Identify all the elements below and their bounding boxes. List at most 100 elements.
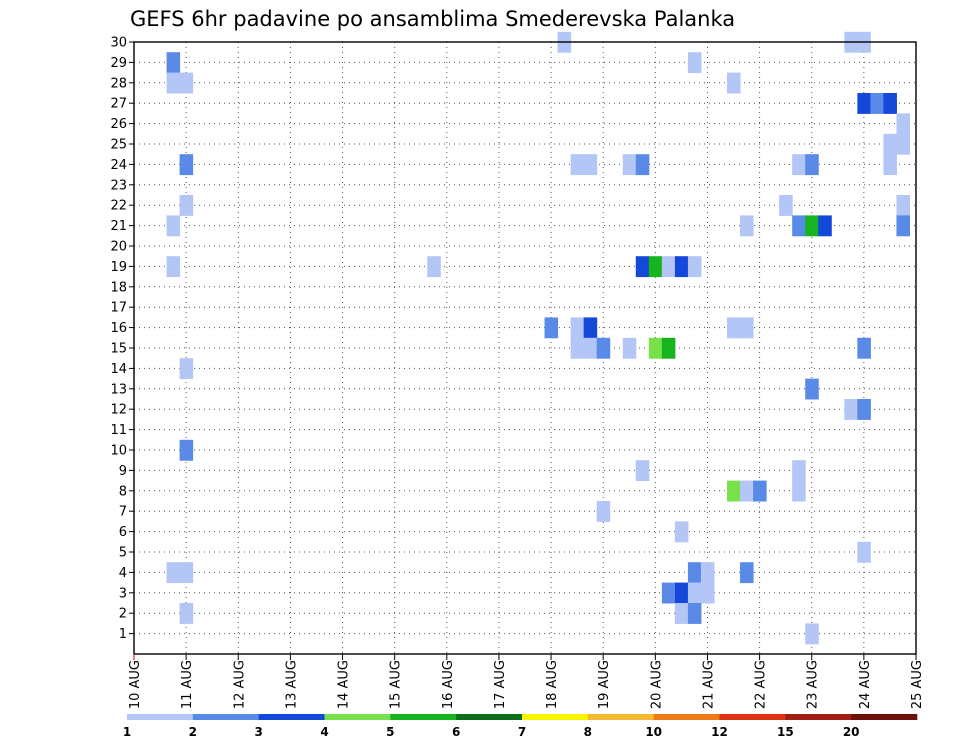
colorbar-label: 1 xyxy=(123,725,131,739)
y-tick-label: 23 xyxy=(110,178,127,193)
x-tick-label: 24 AUG xyxy=(858,660,873,709)
precipitation-cell xyxy=(166,215,181,237)
y-tick-label: 5 xyxy=(119,546,127,561)
y-tick-label: 12 xyxy=(110,403,127,418)
precipitation-cell xyxy=(166,256,181,278)
precipitation-cell xyxy=(700,582,715,604)
colorbar-label: 12 xyxy=(711,725,728,739)
precipitation-cell xyxy=(179,562,194,584)
colorbar-label: 2 xyxy=(189,725,197,739)
colorbar-swatch xyxy=(719,714,786,720)
colorbar-swatch xyxy=(258,714,325,720)
colorbar-swatch xyxy=(653,714,720,720)
precipitation-cell xyxy=(674,582,689,604)
y-tick-label: 1 xyxy=(119,627,127,642)
y-tick-label: 22 xyxy=(110,199,127,214)
x-tick-label: 21 AUG xyxy=(701,660,716,709)
precipitation-cell xyxy=(570,337,585,359)
colorbar-label: 5 xyxy=(386,725,394,739)
precipitation-cell xyxy=(179,195,194,216)
precipitation-cell xyxy=(857,399,871,420)
precipitation-cell xyxy=(596,501,611,522)
precipitation-cell xyxy=(727,72,741,94)
x-tick-label: 19 AUG xyxy=(597,660,612,709)
precipitation-cell xyxy=(661,256,676,278)
precipitation-cell xyxy=(805,378,819,400)
precipitation-cell xyxy=(687,562,702,584)
colorbar-swatch xyxy=(587,714,654,720)
precipitation-cell xyxy=(792,215,806,237)
precipitation-cell xyxy=(870,93,884,114)
x-tick-label: 25 AUG xyxy=(910,660,925,709)
x-axis-ticks: 10 AUG 11 AUG 12 AUG 13 AUG 14 AUG 15 AUG 16 A… xyxy=(128,654,925,709)
y-tick-label: 7 xyxy=(119,505,127,520)
precipitation-cell xyxy=(674,603,689,624)
precipitation-cell xyxy=(687,256,702,278)
precipitation-cell xyxy=(896,195,910,216)
precipitation-cell xyxy=(674,521,689,543)
precipitation-cell xyxy=(740,215,754,237)
y-tick-label: 29 xyxy=(110,56,127,71)
precipitation-cell xyxy=(570,317,585,339)
precipitation-cell xyxy=(753,480,767,502)
precipitation-cell xyxy=(179,154,194,176)
precipitation-cell xyxy=(700,562,715,584)
y-tick-label: 8 xyxy=(119,484,127,499)
x-tick-label: 20 AUG xyxy=(649,660,664,709)
y-tick-label: 26 xyxy=(110,117,127,132)
x-tick-label: 13 AUG xyxy=(284,660,299,709)
x-tick-label: 23 AUG xyxy=(806,660,821,709)
precipitation-cell xyxy=(166,52,181,74)
colorbar-label: 3 xyxy=(254,725,262,739)
precipitation-cell xyxy=(896,133,910,155)
colorbar-swatch xyxy=(127,714,194,720)
colorbar-label: 20 xyxy=(843,725,860,739)
x-tick-label: 15 AUG xyxy=(389,660,404,709)
y-tick-label: 20 xyxy=(110,240,127,255)
y-tick-label: 28 xyxy=(110,76,127,91)
precipitation-cell xyxy=(622,154,637,176)
precipitation-cell xyxy=(792,480,806,502)
precipitation-cell xyxy=(857,337,871,359)
colorbar-swatch xyxy=(456,714,523,720)
precipitation-cell xyxy=(661,582,676,604)
precipitation-cell xyxy=(727,317,741,339)
precipitation-cell xyxy=(635,154,650,176)
precipitation-cell xyxy=(740,317,754,339)
precipitation-cell xyxy=(857,93,871,114)
chart-title: GEFS 6hr padavine po ansamblima Smederev… xyxy=(130,7,735,31)
precipitation-cell xyxy=(818,215,832,237)
colorbar-label: 7 xyxy=(518,725,526,739)
colorbar-label: 10 xyxy=(645,725,662,739)
x-tick-label: 17 AUG xyxy=(493,660,508,709)
colorbar: 1 2 3 4 5 6 7 8 10 12 15 20 xyxy=(123,714,918,739)
y-tick-label: 11 xyxy=(110,423,127,438)
colorbar-swatch xyxy=(785,714,852,720)
precipitation-cell xyxy=(687,582,702,604)
precipitation-cell xyxy=(583,317,598,339)
precipitation-cells xyxy=(166,31,910,645)
colorbar-swatch xyxy=(324,714,391,720)
precipitation-cell xyxy=(844,399,858,420)
precipitation-cell xyxy=(179,72,194,94)
y-axis-ticks: 1234567891011121314151617181920212223242… xyxy=(110,36,134,642)
precipitation-cell xyxy=(179,439,194,461)
precipitation-cell xyxy=(727,480,741,502)
precipitation-cell xyxy=(687,52,702,74)
precipitation-cell xyxy=(570,154,585,176)
precipitation-cell xyxy=(805,154,819,176)
precipitation-cell xyxy=(792,154,806,176)
precipitation-cell xyxy=(792,460,806,482)
precipitation-cell xyxy=(596,337,611,359)
x-tick-label: 10 AUG xyxy=(128,660,143,709)
y-tick-label: 14 xyxy=(110,362,127,377)
y-tick-label: 21 xyxy=(110,219,127,234)
precipitation-cell xyxy=(583,337,598,359)
y-tick-label: 25 xyxy=(110,138,127,153)
y-tick-label: 9 xyxy=(119,464,127,479)
colorbar-label: 4 xyxy=(320,725,328,739)
precipitation-cell xyxy=(883,154,897,176)
y-tick-label: 6 xyxy=(119,525,127,540)
precipitation-cell xyxy=(896,215,910,237)
y-tick-label: 10 xyxy=(110,444,127,459)
